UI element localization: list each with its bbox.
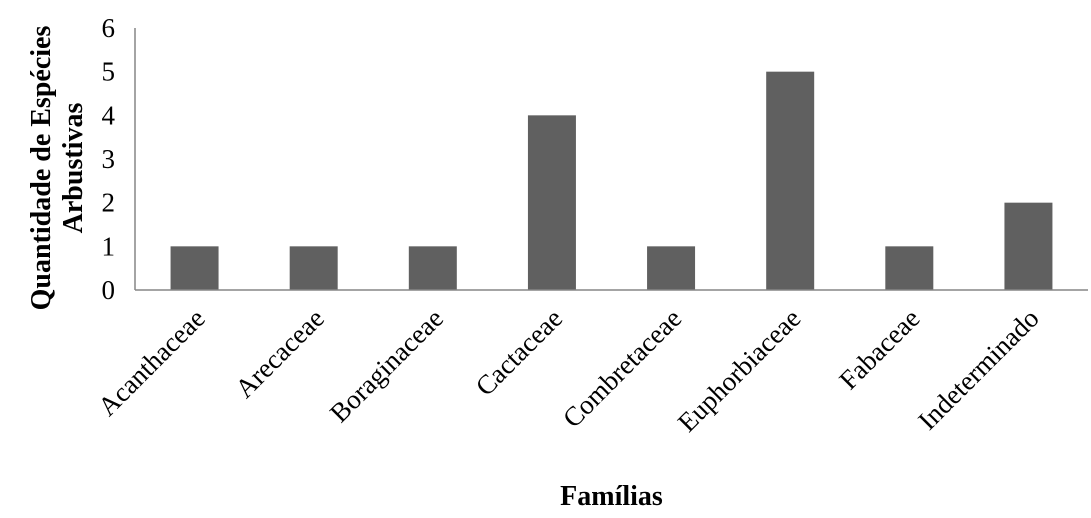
bar-arecaceae [289,246,338,290]
x-axis-title: Famílias [560,481,663,512]
y-axis-title-line-2: Arbustivas [58,103,89,234]
y-tick-label: 1 [102,231,116,261]
bar-indeterminado [1004,202,1053,290]
bar-fabaceae [885,246,934,290]
y-tick-label: 5 [102,57,116,87]
x-tick-label-boraginaceae: Boraginaceae [324,303,449,428]
y-tick-label: 2 [102,188,116,218]
y-axis-title: Quantidade de Espécies Arbustivas [26,26,89,311]
y-tick-label: 0 [102,275,116,305]
x-tick-label-cactaceae: Cactaceae [470,303,569,402]
bar-acanthaceae [170,246,219,290]
y-axis-title-line-1: Quantidade de Espécies [26,26,57,311]
bar-cactaceae [527,115,576,290]
bar-combretaceae [647,246,696,290]
x-tick-label-euphorbiaceae: Euphorbiaceae [672,303,807,438]
x-tick-label-arecaceae: Arecaceae [229,303,330,404]
y-tick-label: 3 [102,144,116,174]
x-tick-label-acanthaceae: Acanthaceae [92,303,211,422]
bar-euphorbiaceae [766,71,815,291]
x-tick-label-indeterminado: Indeterminado [912,303,1045,436]
y-tick-label: 6 [102,13,116,43]
x-tick-label-fabaceae: Fabaceae [833,303,925,395]
y-axis-ticks: 0 1 2 3 4 5 6 [102,13,116,305]
x-tick-label-combretaceae: Combretaceae [557,303,687,433]
bar-boraginaceae [408,246,457,290]
bars [170,71,1053,291]
y-tick-label: 4 [102,100,116,130]
